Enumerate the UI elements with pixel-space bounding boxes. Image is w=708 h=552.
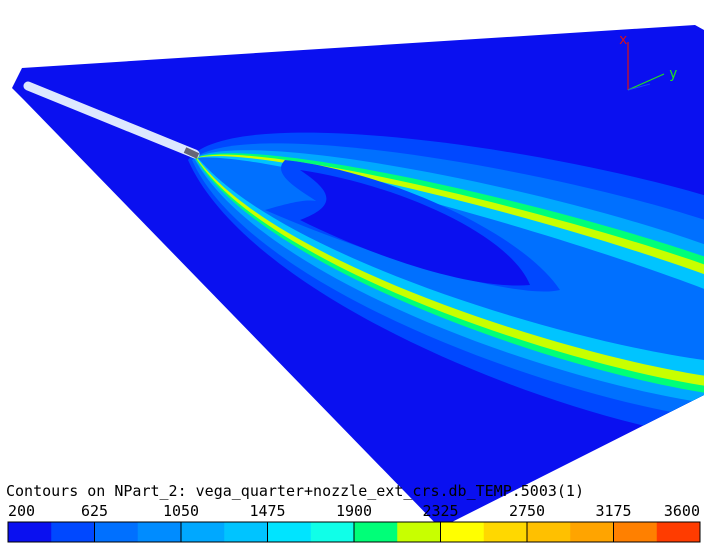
color-segment — [570, 522, 614, 542]
color-segment — [181, 522, 225, 542]
color-segment — [354, 522, 398, 542]
axis-label: x — [619, 32, 627, 48]
tick-label: 3175 — [595, 502, 631, 520]
chart-title: Contours on NPart_2: vega_quarter+nozzle… — [6, 482, 584, 500]
color-segment — [94, 522, 139, 542]
color-segment — [8, 522, 52, 542]
color-segment — [224, 522, 268, 542]
tick-label: 1475 — [249, 502, 285, 520]
nozzle — [183, 147, 200, 159]
color-segment — [51, 522, 95, 542]
tick-label: 1900 — [336, 502, 372, 520]
tick-label: 200 — [8, 502, 35, 520]
color-segment — [440, 522, 485, 542]
tick-label: 2325 — [422, 502, 458, 520]
color-segment — [137, 522, 182, 542]
color-segment — [613, 522, 658, 542]
tick-label: 2750 — [509, 502, 545, 520]
tick-label: 1050 — [163, 502, 199, 520]
color-segment — [267, 522, 312, 542]
rocket — [23, 81, 200, 159]
color-segment — [397, 522, 441, 542]
axis-label: y — [669, 66, 677, 82]
colorbar: 200 625 1050 1475 1900 2325 2750 3175 3600 — [7, 502, 701, 543]
plume — [188, 132, 704, 440]
color-segment — [656, 522, 701, 542]
tick-label: 3600 — [664, 502, 700, 520]
color-segment — [527, 522, 571, 542]
color-segment — [310, 522, 355, 542]
color-segment — [483, 522, 528, 542]
tick-label: 625 — [81, 502, 108, 520]
axes-triad: x y — [619, 32, 677, 91]
